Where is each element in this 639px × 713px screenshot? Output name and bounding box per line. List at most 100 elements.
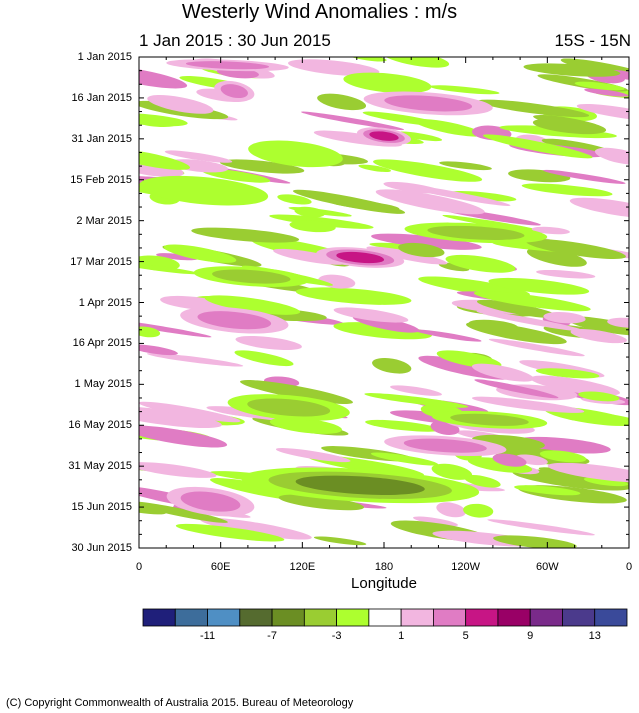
anomaly-patch (289, 220, 336, 233)
anomaly-patch (536, 269, 596, 279)
anomaly-patch (139, 406, 222, 428)
colorbar-label: 5 (462, 630, 469, 642)
anomaly-patch (139, 462, 217, 478)
anomaly-contour (295, 475, 425, 495)
y-tick-label: 1 Apr 2015 (78, 296, 132, 309)
anomaly-patch (139, 158, 184, 178)
anomaly-patch (294, 206, 325, 218)
anomaly-patch (570, 329, 627, 344)
anomaly-feature (431, 410, 548, 429)
anomaly-patch (413, 329, 482, 342)
anomaly-patch (418, 276, 530, 297)
anomaly-patch (288, 59, 380, 76)
anomaly-patch (139, 401, 241, 423)
anomaly-patch (467, 457, 533, 473)
anomaly-patch (370, 452, 439, 466)
anomaly-patch (358, 164, 392, 173)
anomaly-patch (313, 536, 367, 546)
anomaly-contour (384, 95, 473, 112)
y-tick-label: 31 Jan 2015 (71, 132, 132, 145)
anomaly-patch (532, 118, 607, 135)
y-tick-label: 2 Mar 2015 (76, 214, 132, 227)
anomaly-patch (438, 262, 470, 272)
anomaly-patch (516, 436, 611, 454)
anomaly-contour (185, 61, 270, 70)
anomaly-contour (450, 413, 529, 426)
x-tick-label: 0 (625, 561, 633, 573)
anomaly-patch (364, 393, 469, 408)
anomaly-feature (357, 127, 411, 145)
y-tick-label: 1 May 2015 (74, 378, 132, 391)
anomaly-patch (365, 419, 441, 432)
anomaly-feature (343, 72, 432, 94)
anomaly-patch (139, 66, 188, 89)
anomaly-patch (382, 57, 450, 68)
anomaly-contour (139, 175, 269, 206)
anomaly-patch (146, 353, 244, 367)
anomaly-patch (531, 226, 570, 235)
anomaly-patch (219, 159, 305, 174)
anomaly-contour (427, 225, 525, 240)
anomaly-patch (139, 262, 200, 275)
colorbar-label: 9 (527, 630, 534, 642)
anomaly-patch (139, 425, 228, 448)
anomaly-patch (278, 494, 365, 511)
anomaly-patch (471, 363, 534, 382)
colorbar (142, 608, 628, 627)
anomaly-contour (369, 131, 399, 141)
anomaly-patch (464, 475, 501, 488)
anomaly-patch (569, 197, 629, 219)
y-tick-label: 16 Jan 2015 (71, 91, 132, 104)
x-tick-label: 60E (210, 561, 231, 573)
anomaly-patch (466, 322, 567, 345)
anomaly-patch (201, 168, 271, 183)
colorbar-box (271, 608, 305, 627)
colorbar-box (465, 608, 499, 627)
anomaly-patch (594, 147, 629, 165)
anomaly-patch (429, 85, 500, 95)
anomaly-patch (286, 250, 330, 262)
anomaly-patch (328, 199, 400, 211)
anomaly-patch (474, 379, 559, 399)
anomaly-contour (336, 251, 385, 264)
y-tick-label: 30 Jun 2015 (71, 542, 132, 554)
colorbar-box (336, 608, 370, 627)
anomaly-patch (164, 150, 233, 163)
anomaly-patch (413, 516, 458, 527)
anomaly-patch (535, 368, 600, 379)
colorbar-box (497, 608, 531, 627)
colorbar-label: 1 (398, 630, 405, 642)
colorbar-label: -7 (267, 630, 277, 642)
anomaly-patch (574, 81, 625, 91)
anomaly-feature (227, 394, 350, 421)
anomaly-feature (214, 80, 255, 102)
anomaly-patch (375, 189, 485, 215)
colorbar-box (239, 608, 273, 627)
anomaly-feature (404, 222, 548, 244)
anomaly-patch (204, 295, 301, 315)
anomaly-patch (139, 501, 228, 523)
anomaly-feature (180, 306, 289, 334)
colorbar-box (174, 608, 208, 627)
x-tick-label: 60W (536, 561, 559, 573)
anomaly-contour (343, 72, 432, 94)
anomaly-feature (316, 247, 405, 268)
colorbar-box (207, 608, 241, 627)
anomaly-patch (566, 316, 629, 336)
chart-title: Westerly Wind Anomalies : m/s (181, 1, 458, 23)
anomaly-patch (269, 417, 342, 434)
y-tick-label: 15 Feb 2015 (70, 173, 132, 186)
anomaly-patch (300, 111, 405, 131)
anomaly-patch (488, 338, 585, 357)
anomaly-patch (488, 277, 590, 295)
anomaly-patch (240, 379, 353, 405)
anomaly-patch (463, 503, 494, 518)
anomaly-contour (220, 84, 248, 99)
anomaly-patch (431, 463, 473, 480)
anomaly-contour (247, 398, 331, 417)
y-tick-label: 17 Mar 2015 (70, 255, 132, 268)
date-range-subtitle: 1 Jan 2015 : 30 Jun 2015 (139, 31, 331, 50)
anomaly-contour (248, 140, 343, 168)
anomaly-patch (211, 406, 266, 418)
y-tick-label: 16 May 2015 (68, 419, 132, 432)
